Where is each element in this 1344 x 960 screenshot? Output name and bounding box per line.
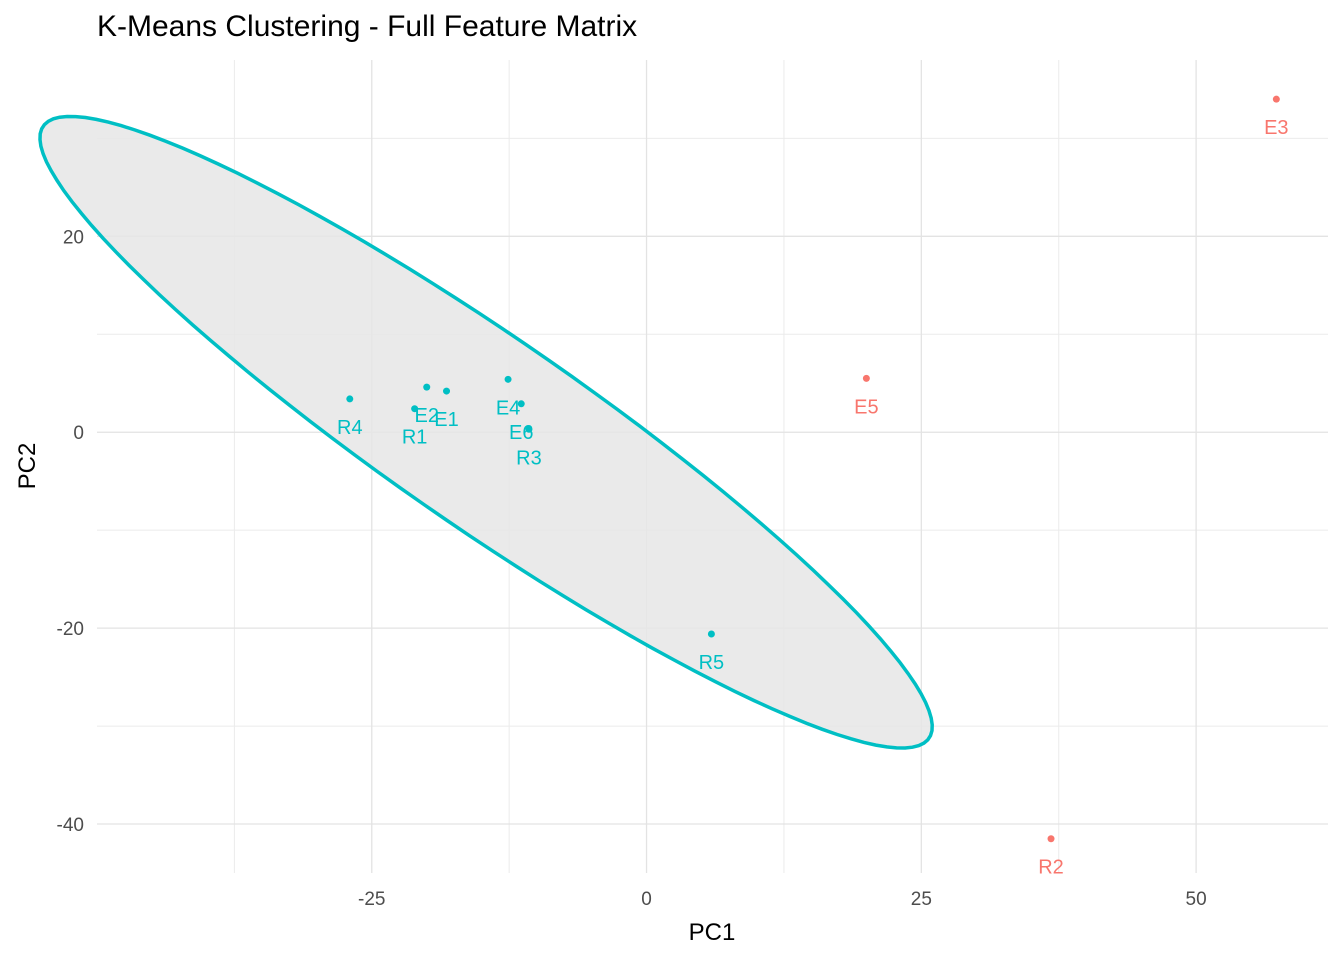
y-axis-ticks: -40 -20 0 20 [57, 227, 84, 836]
data-point [517, 400, 525, 408]
point-label: E5 [854, 396, 878, 418]
point-label: R3 [516, 447, 542, 469]
data-points [346, 95, 1280, 843]
y-tick-label: -20 [57, 619, 84, 640]
data-point [1047, 835, 1055, 843]
y-tick-label: 0 [73, 423, 84, 444]
point-label: R1 [402, 427, 428, 449]
x-axis-ticks: -25 0 25 50 [358, 889, 1207, 910]
x-tick-label: 50 [1186, 889, 1207, 910]
data-point [504, 375, 512, 383]
grid-minor [97, 60, 1328, 873]
grid-major [97, 60, 1328, 873]
cluster-ellipse [38, 114, 934, 750]
y-axis-title: PC2 [14, 443, 41, 490]
point-label: E6 [509, 422, 533, 444]
point-label: R4 [337, 417, 363, 439]
data-point [1272, 95, 1280, 103]
data-point [862, 374, 870, 382]
x-tick-label: -25 [358, 889, 385, 910]
x-tick-label: 0 [641, 889, 652, 910]
chart-title: K-Means Clustering - Full Feature Matrix [97, 10, 638, 43]
data-point [423, 383, 431, 391]
data-point [411, 405, 419, 413]
x-axis-title: PC1 [689, 919, 736, 946]
point-label: E2 [414, 405, 438, 427]
point-label: E3 [1264, 117, 1288, 139]
point-label: R2 [1038, 857, 1064, 879]
x-tick-label: 25 [911, 889, 932, 910]
y-tick-label: -40 [57, 815, 84, 836]
data-point [443, 387, 451, 395]
data-point [525, 425, 533, 433]
point-label: E4 [496, 397, 520, 419]
data-point [707, 630, 715, 638]
cluster-ellipses [38, 114, 934, 750]
point-label: E1 [434, 409, 458, 431]
data-point [346, 395, 354, 403]
point-label: R5 [699, 652, 725, 674]
y-tick-label: 20 [63, 227, 84, 248]
